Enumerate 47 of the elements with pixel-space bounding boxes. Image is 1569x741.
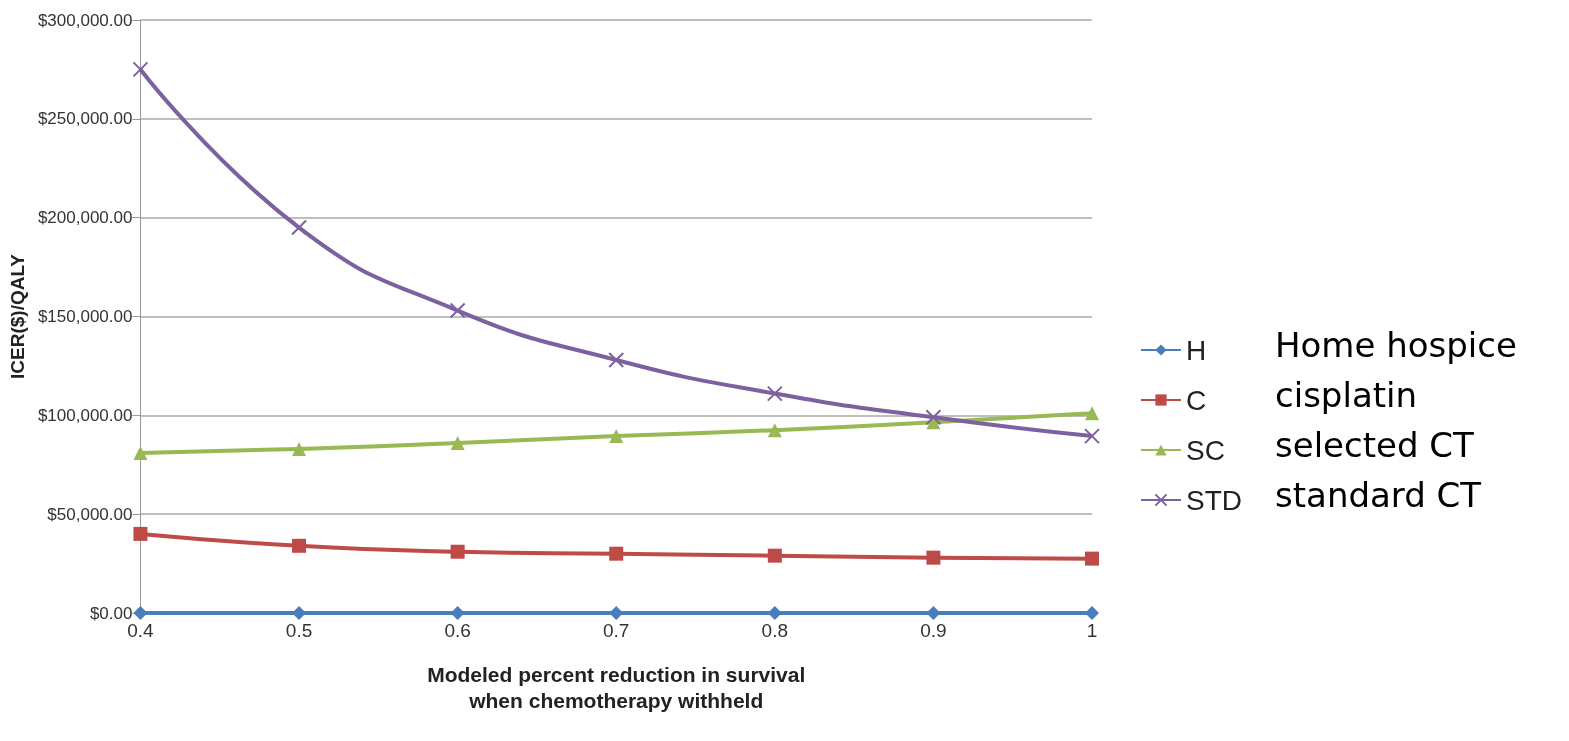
x-tick-label: 0.8	[761, 620, 789, 641]
y-tick-label: $150,000.00	[37, 307, 133, 326]
point	[766, 385, 783, 402]
point	[1085, 406, 1099, 421]
point	[450, 544, 465, 559]
point	[291, 219, 308, 236]
x-tick-label: 0.4	[127, 620, 155, 641]
point	[292, 441, 307, 456]
point	[1085, 551, 1099, 566]
y-tick-label: $200,000.00	[37, 208, 133, 228]
point	[133, 445, 148, 460]
legend-label: H	[1186, 334, 1207, 366]
point	[449, 302, 466, 319]
text: Home hospice	[1275, 325, 1517, 365]
text: selected CT	[1275, 425, 1475, 465]
point	[1084, 428, 1100, 445]
point	[1085, 606, 1099, 620]
legend-label: C	[1186, 384, 1207, 416]
x-tick-label: 0.9	[920, 620, 947, 641]
point	[292, 538, 307, 553]
point	[450, 436, 465, 451]
x-tick-label: 1	[1086, 620, 1098, 641]
y-tick-label: $100,000.00	[37, 405, 133, 425]
point	[926, 550, 941, 565]
point	[926, 606, 941, 620]
y-tick-label: $0.00	[89, 603, 133, 623]
point	[608, 351, 625, 368]
point	[133, 526, 148, 541]
point	[450, 606, 465, 620]
point	[925, 409, 942, 426]
point	[609, 429, 624, 444]
x-tick-label: 0.7	[603, 620, 630, 641]
point	[609, 546, 624, 561]
y-tick-label: $250,000.00	[37, 109, 133, 129]
y-tick-label: $300,000.00	[37, 10, 133, 30]
point	[132, 61, 149, 78]
text: standard CT	[1275, 475, 1482, 515]
text: cisplatin	[1275, 375, 1418, 415]
y-axis-title: ICER($)/QALY	[7, 253, 28, 379]
x-tick-label: 0.6	[444, 620, 471, 641]
point	[767, 548, 782, 563]
x-tick-label: 0.5	[285, 620, 313, 641]
legend-label: SC	[1186, 434, 1225, 466]
x-axis-title: Modeled percent reduction in survival when chemotherapy withheld	[427, 662, 806, 712]
legend-label: STD	[1186, 484, 1242, 516]
point	[767, 423, 782, 438]
y-tick-label: $50,000.00	[47, 504, 133, 524]
